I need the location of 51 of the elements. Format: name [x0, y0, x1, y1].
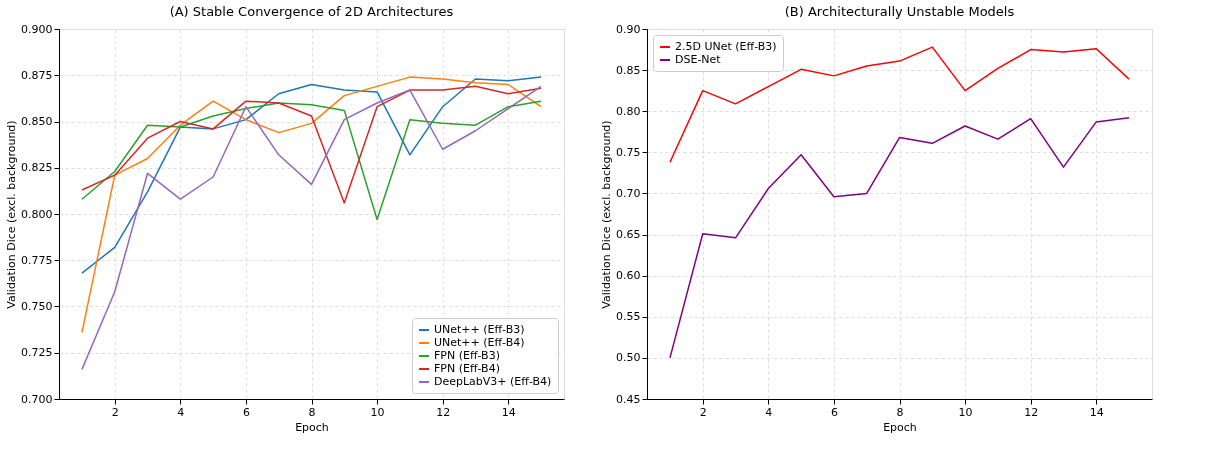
legend-label: UNet++ (Eff-B4) [434, 336, 525, 349]
legend-label: 2.5D UNet (Eff-B3) [675, 40, 777, 53]
x-tick-label: 6 [242, 405, 250, 419]
x-tick-label: 12 [436, 405, 451, 419]
y-tick-label: 0.750 [21, 300, 53, 313]
legend-label: FPN (Eff-B4) [434, 362, 500, 375]
y-tick-label: 0.80 [616, 104, 641, 118]
y-tick-label: 0.45 [616, 392, 641, 406]
y-tick-label: 0.875 [21, 68, 53, 82]
y-tick-label: 0.85 [616, 63, 641, 77]
line-series [81, 85, 542, 204]
x-tick-label: 4 [765, 405, 773, 419]
y-tick-label: 0.55 [616, 310, 641, 324]
y-tick-label: 0.90 [616, 22, 641, 36]
y-tick-label: 0.700 [21, 392, 53, 406]
y-tick-label: 0.825 [21, 161, 53, 175]
x-tick-label: 12 [1024, 405, 1039, 419]
y-tick-label: 0.775 [21, 253, 53, 267]
x-tick-label: 8 [896, 405, 904, 419]
legend-label: UNet++ (Eff-B3) [434, 323, 525, 336]
y-tick-label: 0.60 [616, 269, 641, 283]
legend-label: FPN (Eff-B3) [434, 349, 500, 362]
line-series [81, 76, 542, 274]
y-tick-label: 0.70 [616, 186, 641, 200]
chart-title: (A) Stable Convergence of 2D Architectures [169, 4, 454, 19]
x-tick-label: 4 [177, 405, 185, 419]
line-series [81, 100, 542, 221]
legend-label: DeepLabV3+ (Eff-B4) [434, 375, 552, 388]
x-tick-label: 14 [1089, 405, 1104, 419]
x-tick-label: 8 [308, 405, 316, 419]
x-tick-label: 10 [958, 405, 973, 419]
x-axis-title: Epoch [883, 420, 917, 434]
legend-label: DSE-Net [675, 53, 722, 66]
y-tick-label: 0.850 [21, 115, 53, 128]
chart-title: (B) Architecturally Unstable Models [784, 4, 1015, 19]
x-tick-label: 10 [370, 405, 385, 419]
x-tick-label: 2 [111, 405, 119, 419]
line-series [81, 76, 542, 334]
x-axis-title: Epoch [295, 420, 329, 434]
x-tick-label: 2 [699, 405, 707, 419]
y-axis-title: Validation Dice (excl. background) [600, 120, 614, 309]
y-axis-title: Validation Dice (excl. background) [5, 120, 19, 309]
y-tick-label: 0.50 [616, 351, 641, 365]
y-tick-label: 0.900 [21, 22, 53, 36]
y-tick-label: 0.800 [21, 207, 53, 221]
line-series [669, 117, 1130, 359]
y-tick-label: 0.65 [616, 228, 641, 242]
y-tick-label: 0.725 [21, 346, 53, 360]
y-tick-label: 0.75 [616, 145, 641, 159]
x-tick-label: 6 [830, 405, 838, 419]
x-tick-label: 14 [501, 405, 516, 419]
